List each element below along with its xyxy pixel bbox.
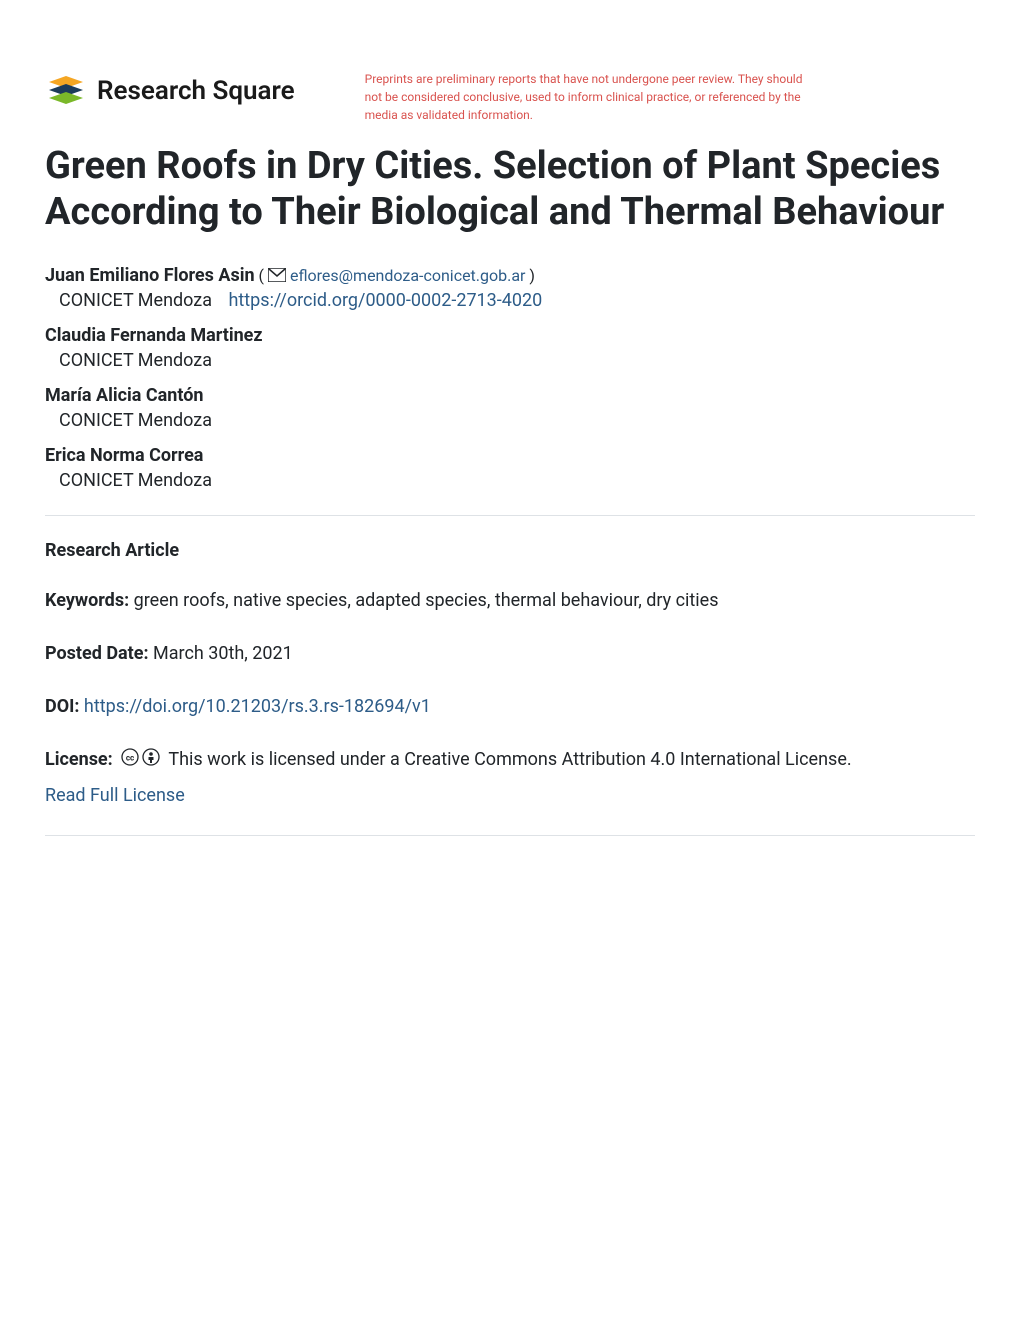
logo-text: Research Square (97, 76, 295, 106)
keywords-label: Keywords: (45, 590, 129, 611)
keywords-row: Keywords: green roofs, native species, a… (45, 587, 975, 614)
license-label: License: (45, 749, 113, 770)
author-affiliation: CONICET Mendoza (59, 470, 212, 491)
affiliation-row: CONICET Mendoza (45, 410, 975, 431)
divider (45, 835, 975, 836)
logo: Research Square (45, 70, 295, 112)
author-name: Erica Norma Correa (45, 445, 203, 466)
research-square-logo-icon (45, 70, 87, 112)
doi-link[interactable]: https://doi.org/10.21203/rs.3.rs-182694/… (84, 696, 431, 717)
posted-date-label: Posted Date: (45, 643, 149, 664)
license-row: License: cc This work is licensed under … (45, 746, 975, 809)
article-type: Research Article (45, 540, 975, 561)
corresponding-wrapper: ( eflores@mendoza-conicet.gob.ar ) (259, 266, 535, 285)
author-block: Erica Norma Correa CONICET Mendoza (45, 445, 975, 491)
cc-icons: cc (121, 747, 160, 774)
author-name: María Alicia Cantón (45, 385, 203, 406)
posted-date-row: Posted Date: March 30th, 2021 (45, 640, 975, 667)
affiliation-row: CONICET Mendoza (45, 350, 975, 371)
article-title: Green Roofs in Dry Cities. Selection of … (45, 144, 975, 235)
by-icon (142, 747, 160, 774)
author-affiliation: CONICET Mendoza (59, 410, 212, 431)
divider (45, 515, 975, 516)
preprint-disclaimer: Preprints are preliminary reports that h… (365, 70, 805, 124)
author-email[interactable]: eflores@mendoza-conicet.gob.ar (290, 266, 526, 285)
posted-date-value: March 30th, 2021 (153, 643, 293, 664)
read-license-link[interactable]: Read Full License (45, 782, 975, 809)
envelope-icon (268, 267, 286, 286)
doi-row: DOI: https://doi.org/10.21203/rs.3.rs-18… (45, 693, 975, 720)
license-text: This work is licensed under a Creative C… (168, 749, 851, 770)
author-block: Juan Emiliano Flores Asin ( eflores@mend… (45, 265, 975, 311)
author-block: María Alicia Cantón CONICET Mendoza (45, 385, 975, 431)
author-name: Juan Emiliano Flores Asin (45, 265, 255, 286)
author-name: Claudia Fernanda Martinez (45, 325, 263, 346)
affiliation-row: CONICET Mendoza https://orcid.org/0000-0… (45, 290, 975, 311)
author-affiliation: CONICET Mendoza (59, 350, 212, 371)
header-row: Research Square Preprints are preliminar… (45, 70, 975, 124)
affiliation-row: CONICET Mendoza (45, 470, 975, 491)
orcid-link[interactable]: https://orcid.org/0000-0002-2713-4020 (228, 290, 542, 311)
keywords-value: green roofs, native species, adapted spe… (134, 590, 719, 611)
cc-icon: cc (121, 747, 139, 774)
author-affiliation: CONICET Mendoza (59, 290, 212, 311)
svg-text:cc: cc (126, 754, 134, 763)
author-block: Claudia Fernanda Martinez CONICET Mendoz… (45, 325, 975, 371)
doi-label: DOI: (45, 696, 79, 717)
